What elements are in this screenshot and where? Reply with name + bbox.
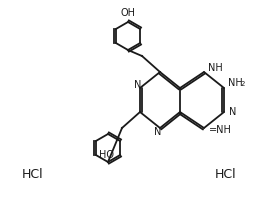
Text: HCl: HCl xyxy=(22,168,44,181)
Text: N: N xyxy=(154,127,162,137)
Text: 2: 2 xyxy=(241,81,245,87)
Text: OH: OH xyxy=(120,8,135,18)
Text: NH: NH xyxy=(228,78,243,88)
Text: NH: NH xyxy=(208,63,223,73)
Text: HO: HO xyxy=(99,150,114,160)
Text: N: N xyxy=(134,80,142,90)
Text: =NH: =NH xyxy=(209,125,232,135)
Text: N: N xyxy=(229,107,236,117)
Text: HCl: HCl xyxy=(215,168,237,181)
